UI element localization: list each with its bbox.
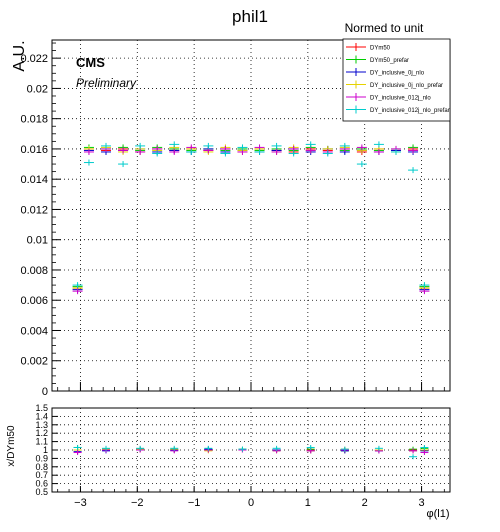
legend-box	[342, 38, 451, 122]
main-y-tick-label: 0	[42, 386, 48, 398]
main-y-tick-label: 0.016	[20, 144, 48, 156]
legend-label: DY_inclusive_0j_nlo_prefar	[370, 83, 443, 89]
preliminary-label: Preliminary	[76, 76, 137, 90]
main-y-tick-label: 0.012	[20, 204, 48, 216]
ratio-y-tick-label: 0.6	[35, 479, 48, 489]
chart-title: phil1	[232, 7, 268, 26]
series-DY_inclusive_012j_nlo_prefar	[72, 141, 430, 289]
legend: DYm50 DYm50_prefar DY_inclusive_0j_nlo DY_i…	[342, 38, 451, 122]
main-y-tick-label: 0.02	[27, 83, 48, 95]
chart-subtitle: Normed to unit	[345, 21, 424, 35]
ratio-x-axis: −3 −2 −1 0 1 2 3	[57, 486, 445, 509]
ratio-y-tick-label: 1.3	[35, 420, 48, 430]
ratio-y-axis: 0.50.60.70.80.911.11.21.31.41.5	[35, 403, 58, 497]
main-series	[72, 141, 430, 295]
main-y-tick-label: 0.01	[27, 235, 48, 247]
main-y-tick-label: 0.018	[20, 114, 48, 126]
main-y-axis-label: A.U.	[11, 40, 28, 71]
legend-label: DY_inclusive_012j_nlo	[370, 96, 431, 102]
cms-label: CMS	[76, 55, 105, 70]
main-y-axis: 0 0.002 0.004 0.006 0.008 0.01 0.012 0.014 0.016…	[20, 42, 61, 398]
ratio-x-tick-label: 3	[419, 497, 425, 509]
main-y-tick-label: 0.006	[20, 295, 48, 307]
ratio-y-tick-label: 1.2	[35, 428, 48, 438]
main-plot: 0 0.002 0.004 0.006 0.008 0.01 0.012 0.014 0.016…	[11, 38, 451, 398]
main-y-tick-label: 0.008	[20, 265, 48, 277]
ratio-x-axis-label: φ(l1)	[426, 508, 449, 520]
main-y-tick-label: 0.002	[20, 356, 48, 368]
main-grid	[52, 40, 450, 392]
ratio-plot: 0.50.60.70.80.911.11.21.31.41.5 −3 −2 −1 0 1…	[6, 403, 451, 520]
ratio-x-tick-label: 1	[305, 497, 311, 509]
ratio-y-tick-label: 0.5	[35, 487, 48, 497]
ratio-x-tick-label: −2	[131, 497, 144, 509]
legend-label: DY_inclusive_0j_nlo	[370, 71, 425, 77]
ratio-y-tick-label: 0.7	[35, 470, 48, 480]
legend-label: DY_inclusive_012j_nlo_prefar	[370, 108, 450, 114]
ratio-series-DY_inclusive_012j_nlo_prefar	[73, 444, 429, 460]
legend-label: DYm50_prefar	[370, 58, 409, 64]
ratio-y-tick-label: 0.8	[35, 462, 48, 472]
ratio-x-tick-label: −1	[188, 497, 201, 509]
ratio-y-tick-label: 1	[43, 445, 48, 455]
ratio-y-tick-label: 1.5	[35, 403, 48, 413]
main-y-tick-label: 0.014	[20, 174, 48, 186]
ratio-y-tick-label: 1.1	[35, 437, 48, 447]
ratio-y-tick-label: 0.9	[35, 453, 48, 463]
ratio-x-tick-label: −3	[74, 497, 87, 509]
main-x-axis	[57, 382, 445, 391]
ratio-x-tick-label: 0	[248, 497, 254, 509]
ratio-y-tick-label: 1.4	[35, 411, 48, 421]
legend-entries: DYm50 DYm50_prefar DY_inclusive_0j_nlo DY_i…	[346, 43, 450, 114]
ratio-series	[73, 444, 429, 460]
ratio-x-tick-label: 2	[362, 497, 368, 509]
legend-label: DYm50	[370, 46, 391, 52]
main-y-tick-label: 0.004	[20, 325, 48, 337]
ratio-y-axis-label: x/DYm50	[6, 425, 17, 467]
main-y-tick-label: 0.022	[20, 53, 48, 65]
